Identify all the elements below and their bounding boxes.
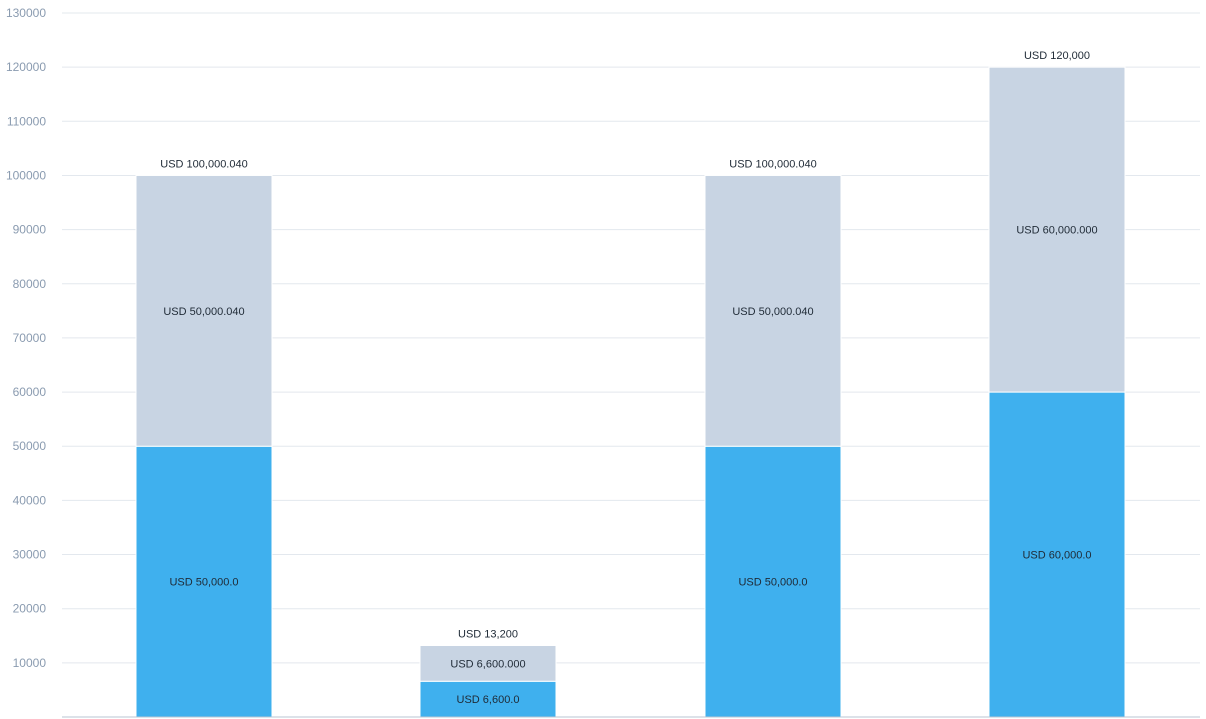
total-value-label: USD 120,000	[1024, 50, 1090, 62]
y-tick-label: 20000	[13, 602, 47, 616]
total-value-label: USD 13,200	[458, 629, 518, 641]
total-value-label: USD 100,000.040	[160, 158, 247, 170]
segment-value-label: USD 50,000.0	[169, 577, 238, 589]
segment-value-label: USD 50,000.040	[732, 306, 813, 318]
data-labels-layer: USD 50,000.0 USD 50,000.040 USD 100,000.04…	[160, 50, 1097, 706]
y-tick-label: 70000	[13, 331, 47, 345]
bars-layer	[135, 66, 1126, 718]
bar-segment	[419, 680, 557, 718]
segment-value-label: USD 6,600.000	[450, 658, 525, 670]
y-tick-label: 120000	[6, 60, 46, 74]
bar-segment	[988, 66, 1126, 393]
y-tick-label: 40000	[13, 493, 47, 507]
y-tick-label: 130000	[6, 6, 46, 20]
bar-segment	[135, 445, 273, 718]
bar-segment	[704, 174, 842, 447]
segment-value-label: USD 60,000.000	[1016, 225, 1097, 237]
bar-segment	[135, 174, 273, 447]
y-tick-label: 60000	[13, 385, 47, 399]
segment-value-label: USD 50,000.0	[738, 577, 807, 589]
y-tick-label: 100000	[6, 168, 46, 182]
y-tick-label: 90000	[13, 223, 47, 237]
y-tick-label: 110000	[7, 114, 46, 128]
segment-value-label: USD 50,000.040	[163, 306, 244, 318]
y-tick-label: 10000	[13, 656, 47, 670]
bar-segment	[988, 391, 1126, 718]
y-tick-label: 80000	[13, 277, 47, 291]
total-value-label: USD 100,000.040	[729, 158, 816, 170]
segment-value-label: USD 6,600.0	[457, 694, 520, 706]
bar-segment	[419, 645, 557, 682]
y-tick-label: 50000	[13, 439, 47, 453]
y-tick-label: 30000	[13, 548, 47, 562]
segment-value-label: USD 60,000.0	[1022, 550, 1091, 562]
y-axis-ticks: 10000 20000 30000 40000 50000 60000 70000 80000…	[6, 6, 46, 670]
bar-segment	[704, 445, 842, 718]
